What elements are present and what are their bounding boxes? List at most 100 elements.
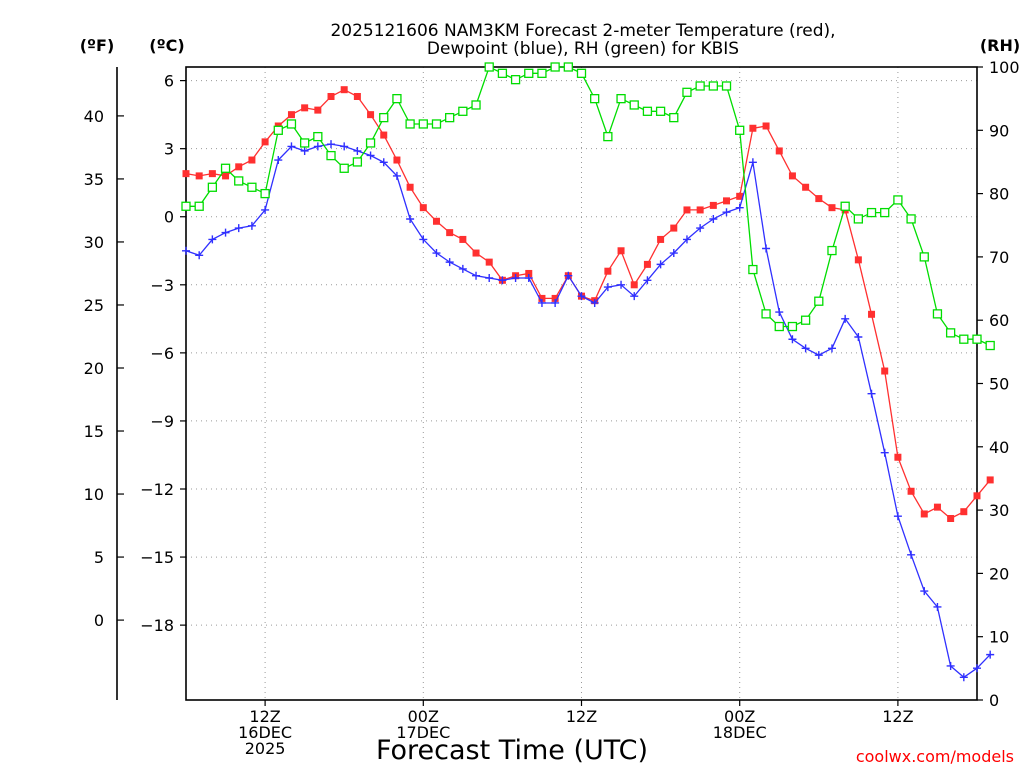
dewpoint-point [827,344,836,353]
temperature-point [670,224,678,232]
rh-point [313,131,323,142]
temperature-point [894,453,902,461]
rh-point [418,119,428,129]
dewpoint-point [748,158,757,167]
dewpoint-point [933,602,942,611]
x-axis-title: Forecast Time (UTC) [376,735,648,766]
temperature-point [353,92,361,100]
dewpoint-point [643,276,652,285]
rh-point [458,106,468,116]
temperature-point [762,122,770,130]
dewpoint-point [247,221,256,230]
dewpoint-point [564,271,573,280]
rh-point [748,264,758,275]
rh-point [497,68,508,78]
rh-point [247,182,257,192]
dewpoint-point [669,249,678,258]
x-tick-label: 00Z [408,707,439,726]
temperature-point [947,514,955,522]
rh-unit-label: (RH) [980,36,1020,55]
temperature-point [222,172,230,180]
rh-point [682,87,692,97]
dewpoint-point [458,264,467,273]
dewpoint-point [762,244,771,253]
rh-point [893,195,903,205]
rh-point [445,112,455,123]
x-tick-label: 12Z [249,707,280,726]
rh-tick-label: 70 [989,248,1009,267]
rh-point [563,62,573,72]
rh-point [985,340,995,351]
temperature-point [920,510,928,518]
rh-point [972,334,982,344]
temperature-point [788,172,796,180]
dewpoint-point [696,224,705,233]
rh-point [840,201,850,211]
temperature-point [775,147,783,155]
dewpoint-point [735,203,744,212]
dewpoint-point [603,283,612,292]
series-plus [182,140,995,682]
temperature-point [749,124,757,132]
dewpoint-point [406,215,415,224]
rh-point [405,119,415,129]
dewpoint-point [234,224,243,233]
dewpoint-point [946,661,955,670]
rh-point [827,245,837,256]
dewpoint-point [656,260,665,269]
celsius-tick-label: 6 [164,72,174,91]
temperature-point [907,487,915,495]
dewpoint-point [261,205,270,214]
temperature-point [973,492,981,500]
dewpoint-point [208,235,217,244]
rh-point [286,119,297,129]
temperature-point [432,217,440,225]
dewpoint-point [893,512,902,521]
rh-tick-label: 100 [989,58,1020,77]
fahrenheit-unit-label: (ºF) [80,36,115,55]
x-tick-label: 2025 [245,739,286,758]
rh-point [787,321,798,332]
rh-tick-label: 10 [989,628,1009,647]
rh-point [735,125,745,135]
axis-ticks: −18−15−12−9−6−30360510152025303540010203… [84,58,1020,758]
temperature-point [868,310,876,318]
rh-tick-label: 30 [989,501,1009,520]
dewpoint-point [379,158,388,167]
rh-point [326,150,336,161]
dewpoint-point [300,146,309,155]
x-tick-label: 12Z [882,707,913,726]
x-tick-label: 17DEC [396,723,450,742]
dewpoint-point [524,274,533,282]
rh-point [392,94,402,104]
rh-point [471,100,481,110]
fahrenheit-tick-label: 20 [84,359,104,378]
dewpoint-point [419,235,428,244]
rh-point [510,75,521,85]
rh-tick-label: 50 [989,375,1009,394]
temperature-point [208,170,216,178]
rh-point [431,119,442,129]
dewpoint-point [907,550,916,559]
temperature-point [617,247,625,255]
temperature-point [815,195,823,203]
temperature-point [235,163,243,171]
rh-point [695,81,705,91]
celsius-tick-label: −15 [140,548,174,567]
x-tick-label: 00Z [724,707,755,726]
celsius-tick-label: −9 [150,412,174,431]
dewpoint-point [788,335,797,344]
temperature-point [419,204,427,212]
temperature-point [960,508,968,516]
rh-point [484,62,494,72]
rh-point [708,81,718,91]
dewpoint-point [195,251,204,260]
temperature-point [380,131,388,139]
rh-tick-label: 40 [989,438,1009,457]
celsius-tick-label: −3 [150,276,174,295]
fahrenheit-tick-label: 25 [84,296,104,315]
rh-point [774,321,784,332]
dewpoint-point [722,208,731,217]
rh-point [194,201,204,211]
rh-tick-label: 0 [989,691,999,710]
